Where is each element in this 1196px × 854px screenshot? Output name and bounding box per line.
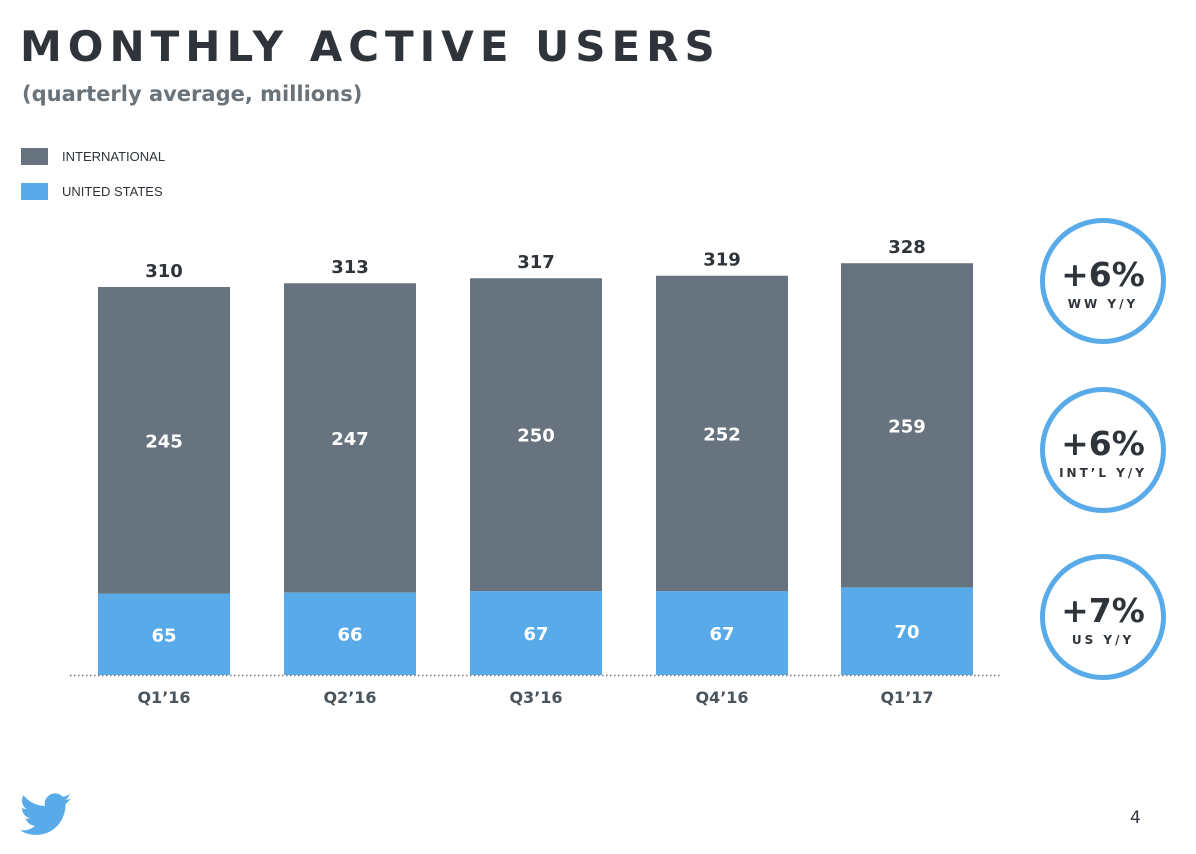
badge-intl-label: INT’L Y/Y [1059,466,1147,480]
badge-intl-yy: +6% INT’L Y/Y [1040,387,1166,513]
badge-us-label: US Y/Y [1071,633,1135,647]
data-label-international: 252 [703,424,741,445]
stacked-bar-chart: 65 245 310 Q1’16 66 247 313 Q2’16 67 250 317 Q3’16 6… [70,237,1000,707]
page-number: 4 [1130,808,1141,828]
slide-subtitle: (quarterly average, millions) [22,82,363,106]
bar-united-states [98,593,230,675]
data-label-united-states: 65 [151,625,176,646]
bar-international [656,275,788,592]
data-label-total: 313 [331,257,369,278]
x-tick-label: Q1’16 [137,688,190,707]
data-label-united-states: 67 [709,624,734,645]
badge-us-yy: +7% US Y/Y [1040,554,1166,680]
x-tick-label: Q2’16 [323,688,376,707]
badge-ww-value: +6% [1061,255,1145,294]
data-label-total: 328 [888,237,926,258]
x-tick-label: Q4’16 [695,688,748,707]
bar-international [284,283,416,593]
legend-swatch-international [21,148,48,165]
bar-united-states [284,592,416,675]
data-label-total: 319 [703,250,741,271]
bar-international [841,263,973,588]
bar-international [470,278,602,592]
legend-label-united-states: UNITED STATES [62,184,163,199]
data-label-international: 245 [145,431,183,452]
badge-ww-label: WW Y/Y [1067,297,1139,311]
legend-swatch-united-states [21,183,48,200]
slide-title: MONTHLY ACTIVE USERS [20,22,721,71]
badge-us-value: +7% [1061,591,1145,630]
bar-international [98,287,230,594]
data-label-international: 247 [331,429,369,450]
legend-label-international: INTERNATIONAL [62,149,166,164]
bar-united-states [656,591,788,675]
legend-item-international: INTERNATIONAL [21,148,165,165]
bar-united-states [470,591,602,675]
x-tick-label: Q1’17 [880,688,933,707]
data-label-total: 310 [145,261,183,282]
bar-united-states [841,587,973,675]
legend-item-united-states: UNITED STATES [21,183,163,200]
data-label-united-states: 70 [894,622,919,643]
data-label-united-states: 67 [523,624,548,645]
badge-intl-value: +6% [1061,424,1145,463]
data-label-international: 259 [888,416,926,437]
twitter-bird-icon [20,793,72,835]
data-label-total: 317 [517,252,555,273]
x-tick-label: Q3’16 [509,688,562,707]
badge-ww-yy: +6% WW Y/Y [1040,218,1166,344]
data-label-united-states: 66 [337,625,362,646]
data-label-international: 250 [517,426,555,447]
